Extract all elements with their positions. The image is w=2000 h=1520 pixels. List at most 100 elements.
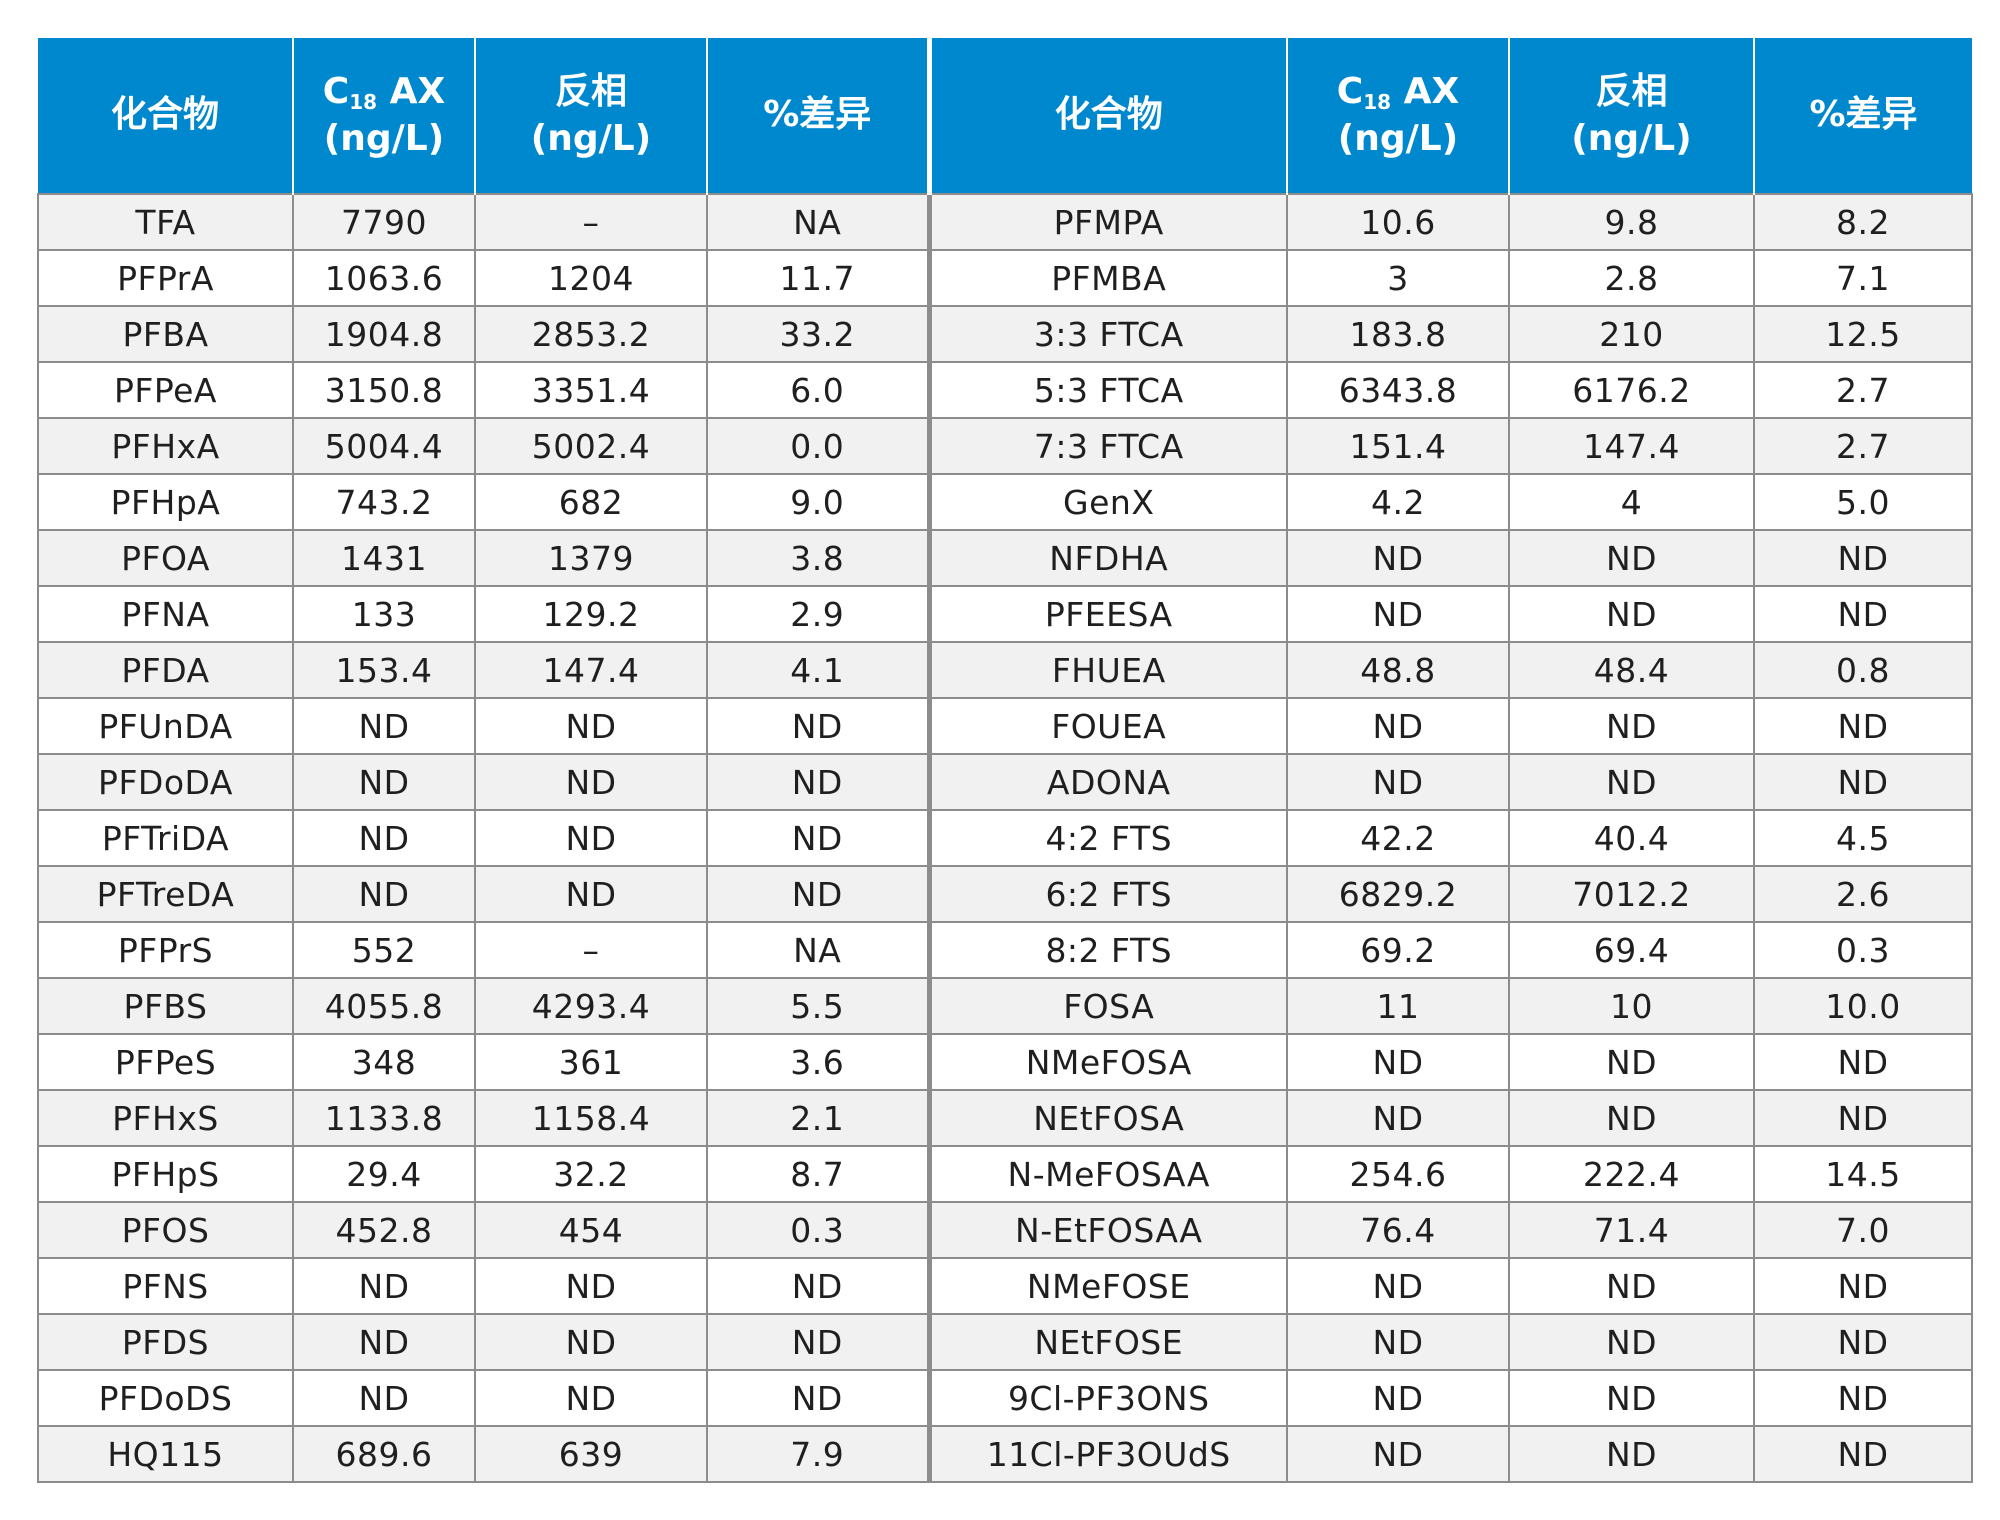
right-percent-diff-cell: 7.0	[1753, 1201, 1973, 1259]
right-c18ax-value-cell: 10.6	[1286, 193, 1510, 251]
left-c18ax-value-cell: 1133.8	[292, 1089, 476, 1147]
left-c18ax-value-cell: 1063.6	[292, 249, 476, 307]
right-reverse-phase-value-cell: ND	[1508, 1257, 1755, 1315]
left-c18ax-value-cell: 29.4	[292, 1145, 476, 1203]
left-compound-cell: PFHpS	[37, 1145, 294, 1203]
left-compound-cell: PFDA	[37, 641, 294, 699]
left-compound-cell: HQ115	[37, 1425, 294, 1483]
right-c18ax-value-cell: 11	[1286, 977, 1510, 1035]
right-reverse-phase-value-cell: ND	[1508, 585, 1755, 643]
left-c18ax-value-cell: ND	[292, 809, 476, 867]
left-compound-cell: PFDS	[37, 1313, 294, 1371]
left-c18ax-value-cell: 1904.8	[292, 305, 476, 363]
right-compound-cell: 9Cl-PF3ONS	[928, 1369, 1288, 1427]
left-reverse-phase-value-cell: 1158.4	[474, 1089, 708, 1147]
right-reverse-phase-value-cell: 2.8	[1508, 249, 1755, 307]
left-compound-cell: PFPeA	[37, 361, 294, 419]
left-c18ax-value-cell: ND	[292, 1369, 476, 1427]
left-percent-diff-cell: ND	[706, 1313, 932, 1371]
right-reverse-phase-value-cell: 10	[1508, 977, 1755, 1035]
left-c18ax-value-cell: 7790	[292, 193, 476, 251]
left-compound-cell: PFOA	[37, 529, 294, 587]
right-percent-diff-cell: 2.6	[1753, 865, 1973, 923]
right-compound-cell: 3:3 FTCA	[928, 305, 1288, 363]
left-percent-diff-cell: 11.7	[706, 249, 932, 307]
right-reverse-phase-value-cell: ND	[1508, 1369, 1755, 1427]
right-reverse-phase-value-cell: 4	[1508, 473, 1755, 531]
left-compound-cell: PFHpA	[37, 473, 294, 531]
right-percent-diff-cell: 7.1	[1753, 249, 1973, 307]
table-row: PFTreDA ND ND ND 6:2 FTS 6829.2 7012.2 2.6	[37, 865, 1973, 923]
left-c18ax-value-cell: 552	[292, 921, 476, 979]
left-reverse-phase-value-cell: ND	[474, 753, 708, 811]
left-compound-cell: PFHxA	[37, 417, 294, 475]
left-percent-diff-cell: ND	[706, 1257, 932, 1315]
table-row: PFPrA 1063.6 1204 11.7 PFMBA 3 2.8 7.1	[37, 249, 1973, 307]
right-c18ax-value-cell: ND	[1286, 1425, 1510, 1483]
table-row: PFPeA 3150.8 3351.4 6.0 5:3 FTCA 6343.8 6176.2…	[37, 361, 1973, 419]
left-compound-cell: PFTreDA	[37, 865, 294, 923]
right-percent-diff-cell: ND	[1753, 585, 1973, 643]
right-c18ax-value-cell: 42.2	[1286, 809, 1510, 867]
left-compound-cell: PFPrA	[37, 249, 294, 307]
right-reverse-phase-value-cell: ND	[1508, 697, 1755, 755]
left-percent-diff-cell: 33.2	[706, 305, 932, 363]
right-percent-diff-cell: 2.7	[1753, 361, 1973, 419]
right-compound-cell: FOSA	[928, 977, 1288, 1035]
right-percent-diff-cell: ND	[1753, 1369, 1973, 1427]
right-c18ax-value-cell: ND	[1286, 1369, 1510, 1427]
table-row: HQ115 689.6 639 7.9 11Cl-PF3OUdS ND ND ND	[37, 1425, 1973, 1483]
left-c18ax-value-cell: 133	[292, 585, 476, 643]
right-percent-diff-cell: ND	[1753, 529, 1973, 587]
right-reverse-phase-value-cell: 222.4	[1508, 1145, 1755, 1203]
left-reverse-phase-value-cell: ND	[474, 1369, 708, 1427]
left-percent-diff-cell: ND	[706, 1369, 932, 1427]
left-reverse-phase-value-cell: 361	[474, 1033, 708, 1091]
right-compound-cell: N-EtFOSAA	[928, 1201, 1288, 1259]
header-reverse-phase-right: 反相 (ng/L)	[1509, 38, 1755, 194]
right-percent-diff-cell: ND	[1753, 1313, 1973, 1371]
right-reverse-phase-value-cell: ND	[1508, 529, 1755, 587]
right-c18ax-value-cell: 6829.2	[1286, 865, 1510, 923]
left-reverse-phase-value-cell: ND	[474, 1313, 708, 1371]
table-row: PFOS 452.8 454 0.3 N-EtFOSAA 76.4 71.4 7.0	[37, 1201, 1973, 1259]
left-c18ax-value-cell: 4055.8	[292, 977, 476, 1035]
left-percent-diff-cell: 3.6	[706, 1033, 932, 1091]
right-reverse-phase-value-cell: ND	[1508, 753, 1755, 811]
table-row: PFPrS 552– NA 8:2 FTS 69.2 69.4 0.3	[37, 921, 1973, 979]
header-compound-left: 化合物	[38, 38, 294, 194]
left-reverse-phase-value-cell: 4293.4	[474, 977, 708, 1035]
left-reverse-phase-value-cell: 454	[474, 1201, 708, 1259]
left-compound-cell: PFDoDA	[37, 753, 294, 811]
left-compound-cell: PFHxS	[37, 1089, 294, 1147]
left-compound-cell: PFNA	[37, 585, 294, 643]
right-percent-diff-cell: 10.0	[1753, 977, 1973, 1035]
right-reverse-phase-value-cell: 147.4	[1508, 417, 1755, 475]
left-c18ax-value-cell: 348	[292, 1033, 476, 1091]
left-c18ax-value-cell: ND	[292, 1257, 476, 1315]
left-compound-cell: PFDoDS	[37, 1369, 294, 1427]
right-c18ax-value-cell: ND	[1286, 1033, 1510, 1091]
left-c18ax-value-cell: 1431	[292, 529, 476, 587]
left-percent-diff-cell: 9.0	[706, 473, 932, 531]
right-compound-cell: 6:2 FTS	[928, 865, 1288, 923]
left-percent-diff-cell: 2.9	[706, 585, 932, 643]
right-compound-cell: GenX	[928, 473, 1288, 531]
left-reverse-phase-value-cell: 147.4	[474, 641, 708, 699]
left-percent-diff-cell: 6.0	[706, 361, 932, 419]
left-reverse-phase-value-cell: ND	[474, 697, 708, 755]
left-percent-diff-cell: ND	[706, 865, 932, 923]
table-row: PFTriDA ND ND ND 4:2 FTS 42.2 40.4 4.5	[37, 809, 1973, 867]
right-reverse-phase-value-cell: ND	[1508, 1313, 1755, 1371]
right-percent-diff-cell: ND	[1753, 1257, 1973, 1315]
left-percent-diff-cell: 4.1	[706, 641, 932, 699]
left-compound-cell: PFBA	[37, 305, 294, 363]
right-percent-diff-cell: ND	[1753, 753, 1973, 811]
right-compound-cell: N-MeFOSAA	[928, 1145, 1288, 1203]
right-reverse-phase-value-cell: 210	[1508, 305, 1755, 363]
left-compound-cell: PFOS	[37, 1201, 294, 1259]
left-reverse-phase-value-cell: 5002.4	[474, 417, 708, 475]
left-reverse-phase-value-cell: –	[474, 921, 708, 979]
table-row: PFDS ND ND ND NEtFOSE ND ND ND	[37, 1313, 1973, 1371]
left-reverse-phase-value-cell: 2853.2	[474, 305, 708, 363]
